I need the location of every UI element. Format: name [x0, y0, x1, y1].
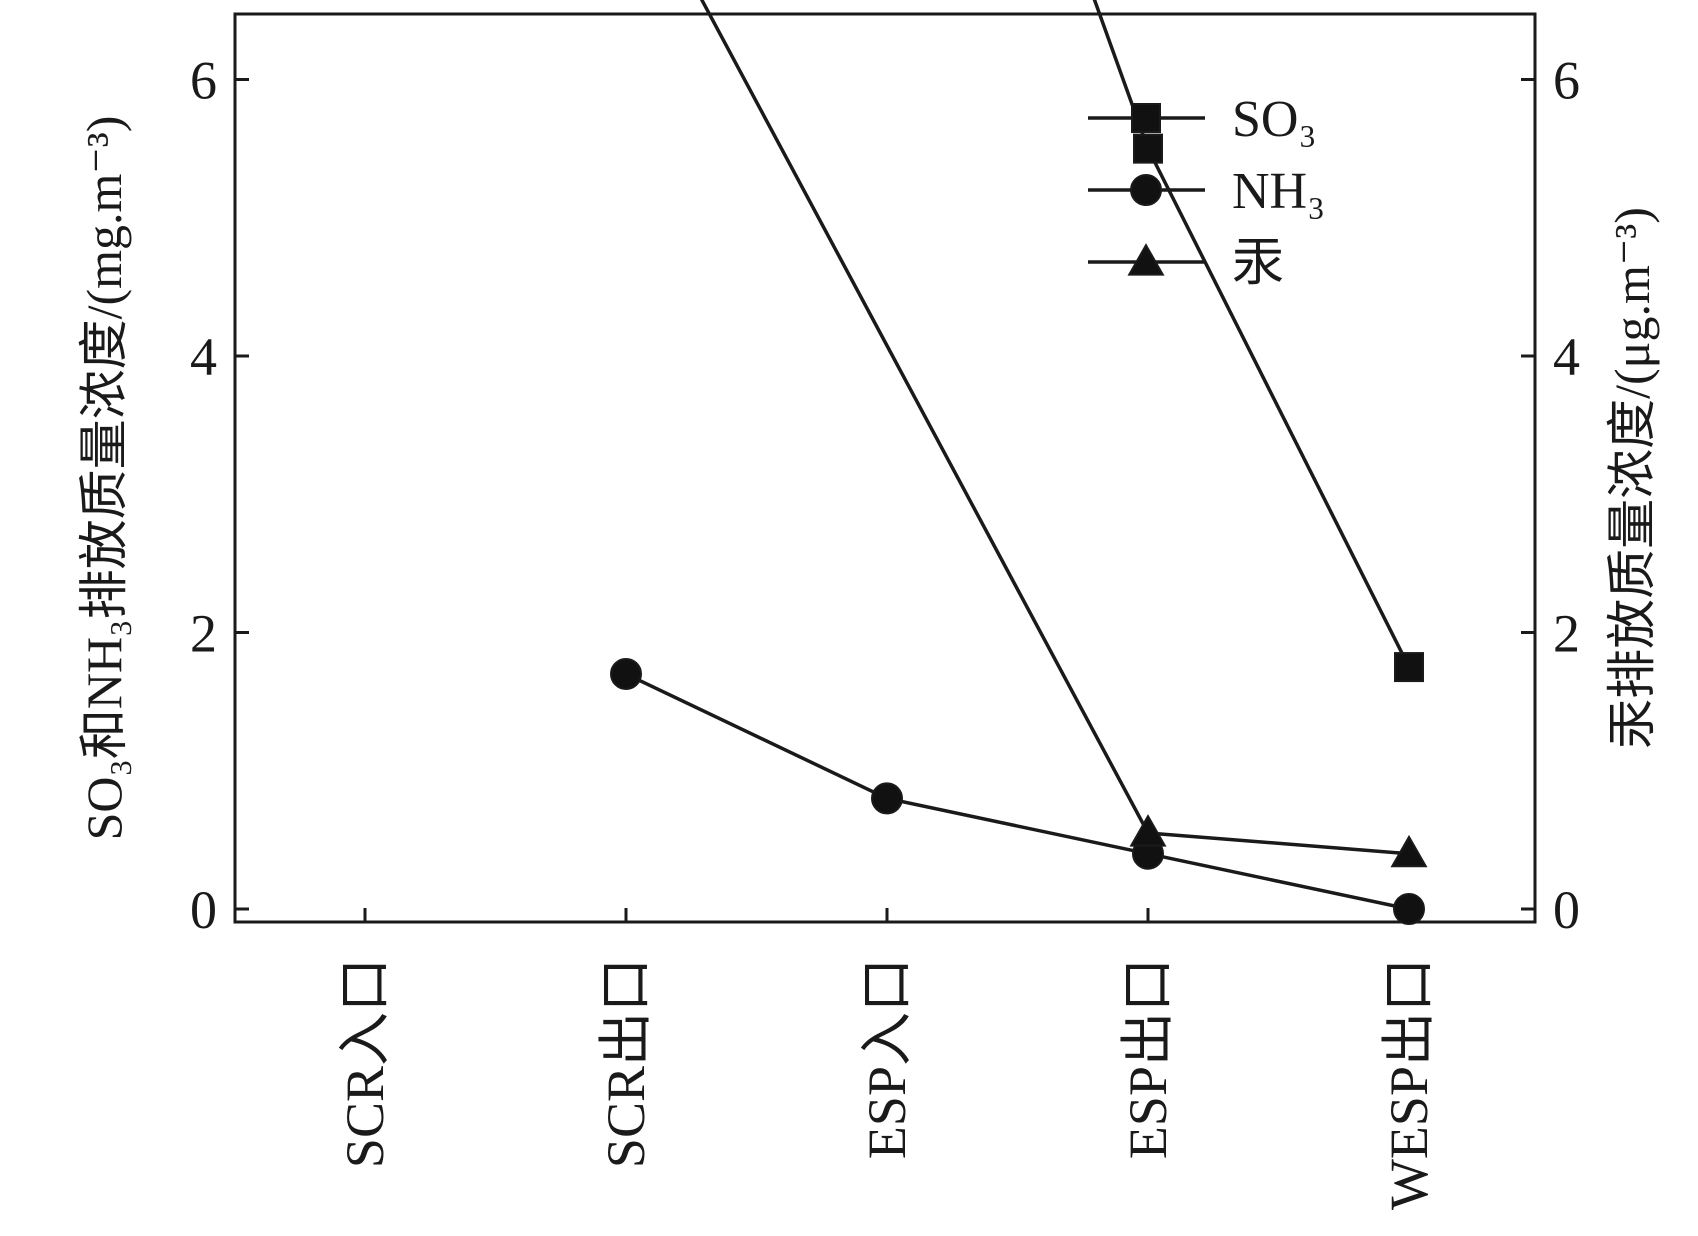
- series-layer: [610, 0, 1428, 925]
- data-point-nh3: [1393, 893, 1425, 925]
- series-line-so3: [1146, 147, 1411, 668]
- series-line-mercury: [1147, 831, 1410, 856]
- data-point-nh3: [871, 782, 903, 815]
- y-tick-label-right: 0: [1553, 880, 1580, 940]
- data-point-mercury: [1129, 814, 1167, 847]
- y-axis-title-right: 汞排放质量浓度/(μg.m⁻³): [1604, 207, 1660, 749]
- data-point-so3: [1133, 133, 1163, 164]
- series-line-so3: [1092, 0, 1150, 150]
- y-tick-label-left: 0: [190, 880, 217, 940]
- data-point-nh3: [610, 657, 642, 690]
- y-tick-label-right: 4: [1553, 327, 1580, 387]
- y-axis-title-left: SO₃和NH₃排放质量浓度/(mg.m⁻³): [76, 116, 132, 841]
- y-tick-label-right: 2: [1553, 604, 1580, 664]
- plot-frame: [233, 12, 1537, 924]
- series-so3: [1092, 0, 1424, 683]
- axes: 024681012024681012SCR入口SCR出口ESP入口ESP出口WE…: [190, 12, 1580, 1210]
- series-line-mercury: [699, 0, 1150, 834]
- series-mercury: [699, 0, 1428, 868]
- legend-label-nh3: NH₃: [1232, 163, 1325, 220]
- x-tick-label: ESP出口: [1118, 958, 1178, 1159]
- series-line-nh3: [1147, 851, 1410, 911]
- legend-label-so3: SO₃: [1232, 91, 1317, 148]
- x-tick-label: SCR出口: [596, 958, 656, 1168]
- legend-marker-mercury: [1127, 243, 1165, 276]
- x-tick-label: ESP入口: [857, 958, 917, 1159]
- legend-marker-so3: [1131, 103, 1161, 133]
- y-tick-label-left: 6: [190, 51, 217, 111]
- legend-label-mercury: 汞: [1232, 235, 1284, 292]
- series-nh3: [610, 657, 1425, 925]
- legend-marker-nh3: [1130, 174, 1162, 206]
- legend: SO₃ NH₃ 汞: [1088, 91, 1325, 292]
- series-line-nh3: [625, 672, 888, 800]
- x-tick-label: WESP出口: [1379, 958, 1439, 1210]
- x-tick-label: SCR入口: [335, 958, 395, 1168]
- y-tick-label-right: 6: [1553, 51, 1580, 111]
- data-point-so3: [1394, 652, 1424, 683]
- series-line-nh3: [886, 796, 1149, 856]
- y-tick-label-left: 4: [190, 327, 217, 387]
- data-point-mercury: [1390, 834, 1428, 868]
- y-tick-label-left: 2: [190, 604, 217, 664]
